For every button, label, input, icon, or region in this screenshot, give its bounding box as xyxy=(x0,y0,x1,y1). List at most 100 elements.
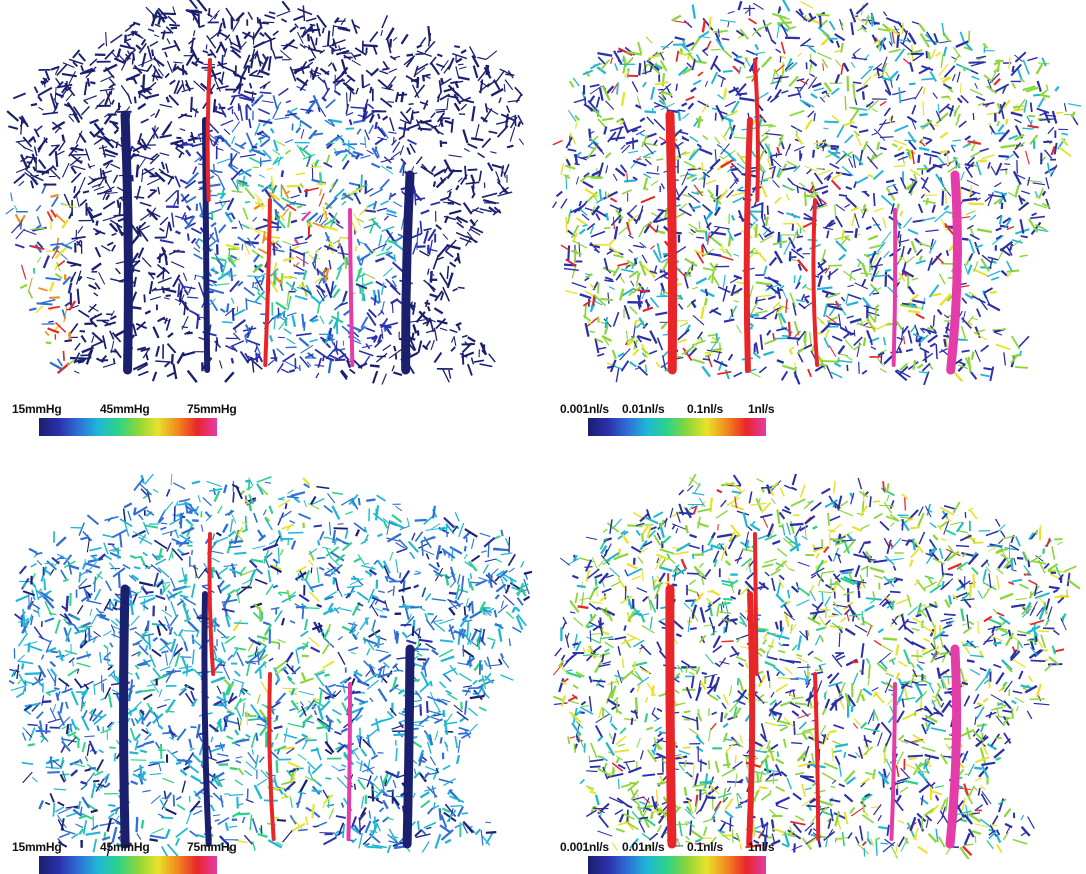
vessel-segment xyxy=(141,168,144,183)
vessel-segment xyxy=(189,135,196,140)
vessel-segment xyxy=(282,275,293,279)
vessel-segment xyxy=(102,534,114,538)
vessel-segment xyxy=(995,227,1002,232)
vessel-segment xyxy=(93,631,101,638)
vessel-segment xyxy=(106,842,111,859)
vessel-segment xyxy=(243,90,257,96)
vessel-segment xyxy=(234,729,240,736)
vessel-segment xyxy=(90,782,96,799)
vessel-segment xyxy=(388,68,398,74)
vessel-segment xyxy=(80,105,91,116)
vessel-segment xyxy=(960,171,965,181)
vessel-segment xyxy=(164,317,168,325)
vessel-segment xyxy=(219,199,224,207)
vessel-segment xyxy=(137,370,149,377)
vessel-segment xyxy=(834,33,846,42)
vessel-segment xyxy=(182,351,196,357)
vessel-segment xyxy=(502,187,509,195)
vessel-segment xyxy=(564,175,571,179)
vessel-segment xyxy=(662,40,674,50)
vessel-segment xyxy=(679,322,689,328)
vessel-segment xyxy=(98,146,108,150)
vessel-segment xyxy=(87,206,93,212)
vessel-segment xyxy=(800,0,814,9)
vessel-segment xyxy=(564,164,576,170)
vessel-segment xyxy=(638,317,646,328)
vessel-segment xyxy=(96,573,104,580)
vessel-segment xyxy=(425,528,440,531)
vessel-segment xyxy=(381,772,390,786)
vessel-segment xyxy=(474,124,480,140)
vessel-segment xyxy=(212,533,216,539)
vessel-segment xyxy=(142,658,151,668)
vessel-segment xyxy=(133,766,144,773)
vessel-segment xyxy=(719,155,725,160)
vessel-segment xyxy=(353,824,362,836)
vessel-segment xyxy=(111,332,122,343)
vessel-segment xyxy=(192,809,203,816)
vessel-segment xyxy=(918,371,929,374)
vessel-segment xyxy=(446,188,453,193)
vessel-segment xyxy=(880,354,883,364)
vessel-segment xyxy=(998,215,1003,225)
vessel-segment xyxy=(597,352,605,357)
vessel-segment xyxy=(722,88,728,100)
vessel-segment xyxy=(865,100,875,108)
vessel-segment xyxy=(592,281,599,291)
vessel-segment xyxy=(467,577,471,588)
vessel-segment xyxy=(70,172,82,184)
vessel-segment xyxy=(146,63,153,72)
vessel-segment xyxy=(922,185,931,193)
vessel-segment xyxy=(184,215,187,222)
vessel-segment xyxy=(221,523,229,534)
vessel-segment xyxy=(860,67,873,80)
vessel-segment xyxy=(230,340,245,348)
vessel-segment xyxy=(915,336,923,343)
vessel-segment xyxy=(717,74,727,81)
vessel-segment xyxy=(231,307,235,321)
vessel-segment xyxy=(780,41,786,55)
vessel-segment xyxy=(322,660,335,669)
vessel-segment xyxy=(14,213,22,224)
vessel-segment xyxy=(62,162,70,178)
vessel-segment xyxy=(214,818,220,822)
vessel-segment xyxy=(632,244,645,249)
vessel-segment xyxy=(604,191,607,198)
vessel-segment xyxy=(824,329,830,340)
vessel-segment xyxy=(340,608,352,612)
vessel-segment xyxy=(469,723,478,733)
vessel-segment xyxy=(816,13,830,17)
vessel-segment xyxy=(178,688,187,697)
vessel-segment xyxy=(844,203,851,209)
vessel-segment xyxy=(138,154,154,161)
vessel-segment xyxy=(861,262,869,278)
vessel-segment xyxy=(415,52,426,56)
vessel-segment xyxy=(702,248,715,258)
vessel-segment xyxy=(460,174,468,185)
vessel-segment xyxy=(720,76,725,88)
vessel-segment xyxy=(422,344,429,351)
vessel-segment xyxy=(457,177,463,183)
vessel-segment xyxy=(655,361,661,368)
vessel-segment xyxy=(397,688,405,695)
vessel-segment xyxy=(94,678,107,686)
vessel-segment xyxy=(727,229,734,241)
vessel-segment xyxy=(720,158,735,169)
vessel-segment xyxy=(1023,100,1028,113)
vessel-segment xyxy=(71,236,86,240)
vessel-segment xyxy=(946,337,948,349)
vessel-segment xyxy=(905,255,915,264)
vessel-segment xyxy=(987,302,1001,312)
vessel-segment xyxy=(678,66,689,77)
vessel-segment xyxy=(256,51,262,67)
vessel-segment xyxy=(175,147,185,155)
vessel-segment xyxy=(511,606,517,614)
vessel-segment xyxy=(967,140,982,145)
vessel-segment xyxy=(167,15,177,25)
vessel-segment xyxy=(517,121,522,128)
vessel-segment xyxy=(960,325,967,342)
vessel-segment xyxy=(126,51,133,62)
vessel-segment xyxy=(611,349,618,360)
vessel-segment xyxy=(150,296,162,301)
vessel-segment xyxy=(289,707,296,712)
